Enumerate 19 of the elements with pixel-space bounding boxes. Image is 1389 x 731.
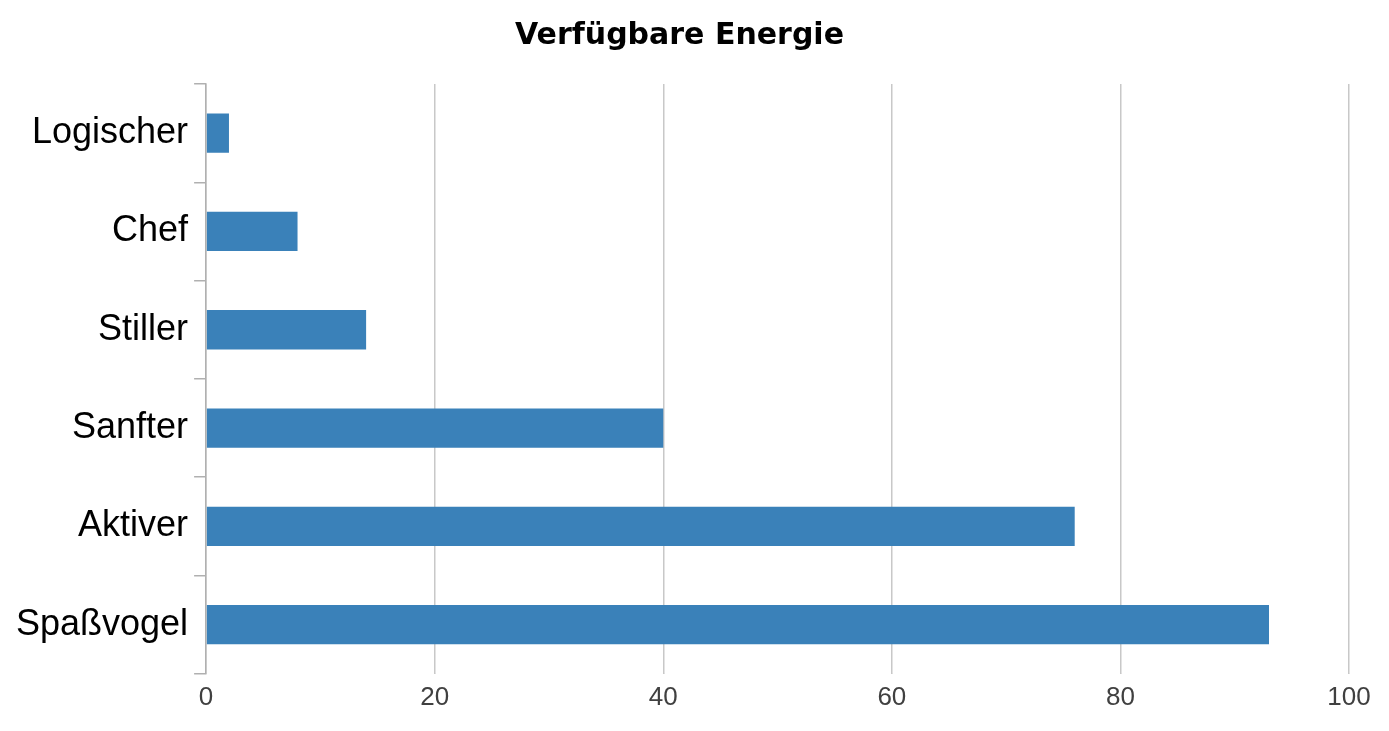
y-tick-label: Spaßvogel	[16, 601, 189, 643]
y-tick-label: Aktiver	[78, 503, 189, 545]
bar	[206, 211, 298, 252]
chart-title: Verfügbare Energie	[514, 15, 845, 51]
x-tick-label: 40	[648, 680, 678, 711]
y-tick-label: Logischer	[32, 110, 189, 152]
bar	[206, 310, 367, 350]
bar	[206, 506, 1075, 547]
x-tick-label: 0	[198, 680, 214, 711]
bar	[206, 408, 664, 448]
bar	[206, 604, 1269, 645]
x-tick-label: 20	[420, 680, 450, 711]
y-tick-label: Stiller	[98, 306, 189, 348]
y-tick-label: Sanfter	[72, 404, 189, 446]
x-tick-label: 100	[1327, 680, 1371, 711]
bar	[206, 113, 229, 153]
x-tick-label: 60	[877, 680, 907, 711]
y-tick-label: Chef	[112, 208, 190, 250]
x-tick-label: 80	[1105, 680, 1135, 711]
